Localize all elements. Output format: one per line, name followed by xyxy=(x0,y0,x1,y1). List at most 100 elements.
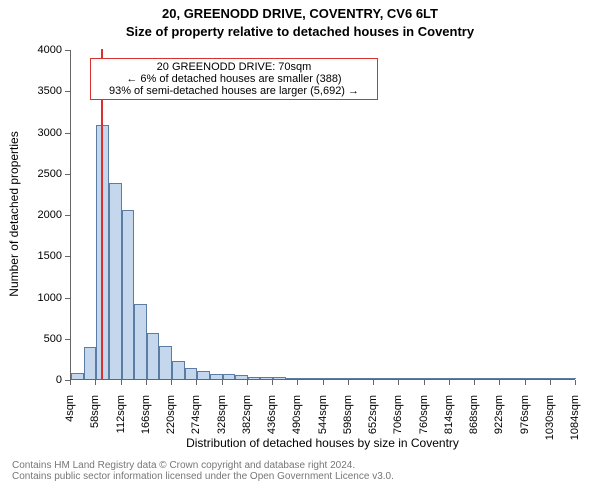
histogram-bar xyxy=(298,378,311,379)
y-tick-label: 0 xyxy=(56,374,62,386)
histogram-bar xyxy=(159,346,172,379)
annotation-line: 93% of semi-detached houses are larger (… xyxy=(95,85,373,97)
histogram-bar xyxy=(538,378,551,379)
histogram-bar xyxy=(273,377,286,379)
x-tick-mark xyxy=(323,380,324,385)
x-tick-label: 382sqm xyxy=(241,395,253,445)
x-tick-label: 976sqm xyxy=(519,395,531,445)
x-tick-label: 1084sqm xyxy=(569,395,581,445)
histogram-bar xyxy=(172,361,185,379)
x-tick-label: 652sqm xyxy=(367,395,379,445)
y-tick-label: 2500 xyxy=(38,168,62,180)
histogram-bar xyxy=(122,210,135,379)
histogram-bar xyxy=(500,378,513,379)
x-tick-label: 544sqm xyxy=(317,395,329,445)
y-tick-mark xyxy=(65,298,70,299)
histogram-bar xyxy=(311,378,324,379)
y-tick-label: 3500 xyxy=(38,85,62,97)
x-tick-mark xyxy=(398,380,399,385)
annotation-line: ← 6% of detached houses are smaller (388… xyxy=(95,73,373,85)
y-tick-mark xyxy=(65,256,70,257)
histogram-bar xyxy=(374,378,387,379)
histogram-bar xyxy=(462,378,475,379)
y-tick-label: 1000 xyxy=(38,292,62,304)
x-tick-label: 922sqm xyxy=(493,395,505,445)
annotation-box: 20 GREENODD DRIVE: 70sqm← 6% of detached… xyxy=(90,58,378,100)
footer-attribution: Contains HM Land Registry data © Crown c… xyxy=(0,460,600,482)
footer-line-1: Contains HM Land Registry data © Crown c… xyxy=(0,460,600,471)
histogram-bar xyxy=(349,378,362,379)
x-tick-mark xyxy=(70,380,71,385)
y-tick-mark xyxy=(65,339,70,340)
histogram-bar xyxy=(84,347,97,379)
y-tick-mark xyxy=(65,174,70,175)
x-tick-label: 868sqm xyxy=(468,395,480,445)
y-tick-label: 1500 xyxy=(38,250,62,262)
x-tick-mark xyxy=(247,380,248,385)
histogram-bar xyxy=(361,378,374,379)
histogram-bar xyxy=(223,374,236,379)
histogram-bar xyxy=(134,304,147,379)
histogram-bar xyxy=(412,378,425,379)
y-tick-label: 3000 xyxy=(38,127,62,139)
histogram-bar xyxy=(450,378,463,379)
histogram-bar xyxy=(197,371,210,379)
x-tick-label: 112sqm xyxy=(115,395,127,445)
x-tick-mark xyxy=(575,380,576,385)
x-tick-label: 1030sqm xyxy=(544,395,556,445)
x-tick-mark xyxy=(297,380,298,385)
x-tick-mark xyxy=(272,380,273,385)
y-tick-mark xyxy=(65,91,70,92)
y-tick-label: 2000 xyxy=(38,209,62,221)
y-tick-mark xyxy=(65,215,70,216)
y-tick-mark xyxy=(65,50,70,51)
x-tick-mark xyxy=(95,380,96,385)
footer-line-2: Contains public sector information licen… xyxy=(0,471,600,482)
histogram-bar xyxy=(235,375,248,379)
x-tick-mark xyxy=(449,380,450,385)
x-tick-mark xyxy=(196,380,197,385)
x-tick-label: 4sqm xyxy=(64,395,76,445)
histogram-bar xyxy=(475,378,488,379)
y-axis-title: Number of detached properties xyxy=(7,49,21,379)
histogram-bar xyxy=(399,378,412,379)
histogram-bar xyxy=(387,378,400,379)
x-tick-label: 814sqm xyxy=(443,395,455,445)
histogram-bar xyxy=(563,378,576,379)
x-tick-mark xyxy=(550,380,551,385)
x-tick-mark xyxy=(525,380,526,385)
x-tick-label: 274sqm xyxy=(190,395,202,445)
x-tick-label: 328sqm xyxy=(216,395,228,445)
x-tick-label: 166sqm xyxy=(140,395,152,445)
x-tick-mark xyxy=(171,380,172,385)
x-tick-mark xyxy=(146,380,147,385)
histogram-bar xyxy=(437,378,450,379)
x-tick-label: 598sqm xyxy=(342,395,354,445)
annotation-line: 20 GREENODD DRIVE: 70sqm xyxy=(95,61,373,73)
histogram-bar xyxy=(425,378,438,379)
y-tick-label: 500 xyxy=(44,333,62,345)
histogram-bar xyxy=(513,378,526,379)
x-tick-mark xyxy=(222,380,223,385)
histogram-bar xyxy=(210,374,223,379)
x-tick-mark xyxy=(424,380,425,385)
x-tick-mark xyxy=(474,380,475,385)
x-tick-mark xyxy=(348,380,349,385)
histogram-bar xyxy=(286,378,299,379)
y-tick-label: 4000 xyxy=(38,44,62,56)
chart-container: 20, GREENODD DRIVE, COVENTRY, CV6 6LT Si… xyxy=(0,0,600,500)
histogram-bar xyxy=(488,378,501,379)
chart-title-2: Size of property relative to detached ho… xyxy=(0,24,600,39)
histogram-bar xyxy=(526,378,539,379)
x-tick-mark xyxy=(499,380,500,385)
histogram-bar xyxy=(248,377,261,379)
histogram-bar xyxy=(147,333,160,379)
histogram-bar xyxy=(551,378,564,379)
x-tick-label: 436sqm xyxy=(266,395,278,445)
histogram-bar xyxy=(324,378,337,379)
x-tick-label: 490sqm xyxy=(291,395,303,445)
histogram-bar xyxy=(336,378,349,379)
histogram-bar xyxy=(260,377,273,379)
y-tick-mark xyxy=(65,133,70,134)
x-tick-mark xyxy=(121,380,122,385)
